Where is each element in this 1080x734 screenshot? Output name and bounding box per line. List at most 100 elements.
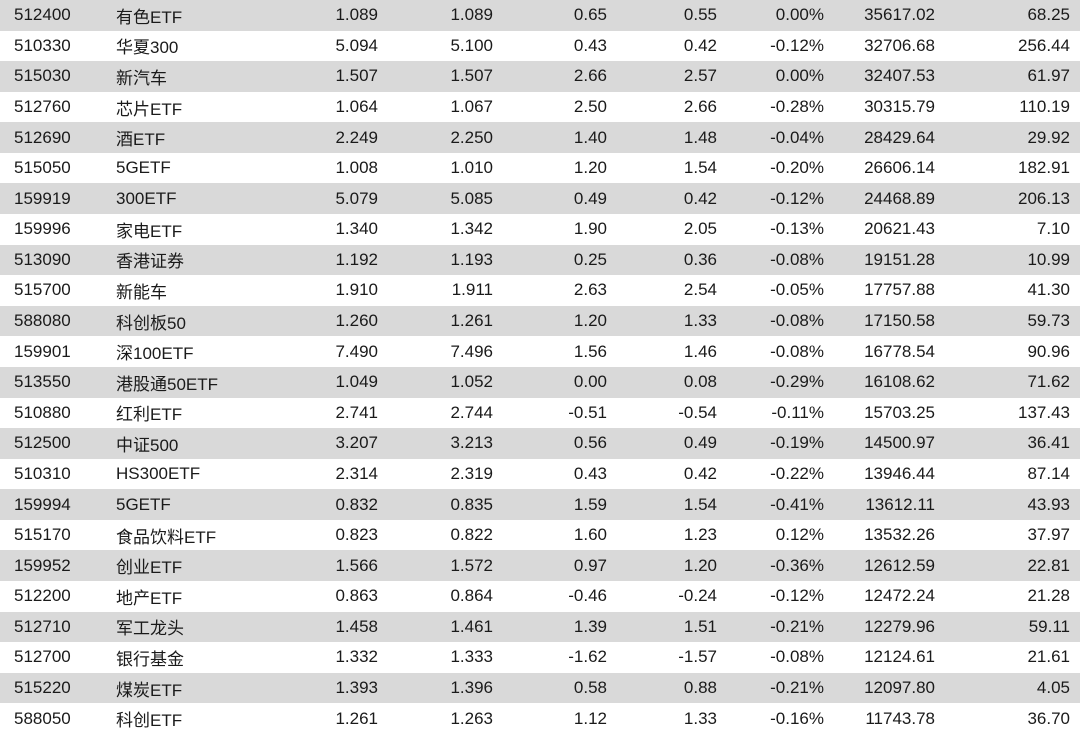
value-last-cell: 41.30 [1027,280,1070,300]
table-row: 512400 有色ETF 1.089 1.089 0.65 0.55 0.00% 35617.… [0,0,1080,31]
value-2-cell: 5.085 [450,188,493,208]
value-4-cell: -1.57 [678,647,717,667]
percent-change-cell: -0.05% [770,280,824,300]
value-4-cell: 1.33 [683,311,717,331]
percent-change-cell: -0.41% [770,494,824,514]
value-2-cell: 3.213 [450,433,493,453]
value-3-cell: 1.60 [573,525,607,545]
percent-change-cell: -0.21% [770,678,824,697]
table-row: 515050 5GETF 1.008 1.010 1.20 1.54 -0.20% 26606… [0,152,1080,184]
fund-name-cell: 食品饮料ETF [116,527,217,547]
value-4-cell: 1.54 [683,158,717,178]
value-2-cell: 1.396 [450,678,493,697]
value-3-cell: 0.56 [573,433,607,453]
value-1-cell: 1.393 [335,678,378,697]
value-2-cell: 1.193 [450,249,493,269]
table-row: 510330 华夏300 5.094 5.100 0.43 0.42 -0.12% 32706… [0,30,1080,62]
value-3-cell: 0.43 [573,35,607,55]
table-row: 515220 煤炭ETF 1.393 1.396 0.58 0.88 -0.21% 12097… [0,672,1080,704]
amount-cell: 15703.25 [864,402,935,422]
value-last-cell: 21.28 [1027,586,1070,606]
amount-cell: 11743.78 [865,708,935,728]
amount-cell: 12124.61 [864,647,935,667]
value-1-cell: 0.863 [335,586,378,606]
fund-code-cell: 513550 [14,372,71,392]
percent-change-cell: -0.12% [770,586,824,606]
fund-name-cell: 科创板50 [116,313,186,333]
percent-change-cell: -0.11% [771,402,824,422]
value-3-cell: -0.51 [568,402,607,422]
fund-name-cell: 煤炭ETF [116,680,183,700]
value-last-cell: 29.92 [1027,127,1070,147]
value-4-cell: 2.57 [683,66,717,86]
value-last-cell: 22.81 [1027,555,1070,575]
value-last-cell: 21.61 [1027,647,1070,667]
value-1-cell: 1.089 [335,5,378,25]
amount-cell: 24468.89 [864,188,935,208]
value-1-cell: 1.260 [335,311,378,331]
amount-cell: 12612.59 [864,555,935,575]
value-3-cell: 1.20 [573,158,607,178]
fund-code-cell: 510330 [14,35,71,55]
table-row: 513090 香港证券 1.192 1.193 0.25 0.36 -0.08% 19151.… [0,244,1080,276]
amount-cell: 16108.62 [864,372,935,392]
amount-cell: 32706.68 [864,35,935,55]
value-4-cell: 2.66 [683,97,717,117]
value-2-cell: 0.835 [450,494,493,514]
table-row: 513550 港股通50ETF 1.049 1.052 0.00 0.08 -0.29% 16… [0,366,1080,398]
value-4-cell: 0.88 [683,678,717,697]
value-3-cell: 0.97 [573,555,607,575]
percent-change-cell: -0.13% [770,219,824,239]
value-2-cell: 5.100 [450,35,493,55]
amount-cell: 26606.14 [864,158,935,178]
value-3-cell: 1.20 [573,311,607,331]
value-2-cell: 1.911 [451,280,493,300]
value-1-cell: 0.832 [335,494,378,514]
value-last-cell: 7.10 [1036,219,1070,239]
value-4-cell: 0.36 [683,249,717,269]
fund-name-cell: 新汽车 [116,68,167,88]
percent-change-cell: -0.19% [770,433,824,453]
amount-cell: 20621.43 [864,219,935,239]
value-1-cell: 1.192 [335,249,378,269]
value-1-cell: 5.079 [335,188,378,208]
value-2-cell: 0.822 [450,525,493,545]
table-row: 515170 食品饮料ETF 0.823 0.822 1.60 1.23 0.12% 1353… [0,519,1080,551]
value-2-cell: 7.496 [450,341,493,361]
fund-name-cell: 芯片ETF [116,99,183,119]
value-3-cell: 1.40 [573,127,607,147]
fund-code-cell: 159996 [14,219,71,239]
value-last-cell: 71.62 [1027,372,1070,392]
value-1-cell: 1.332 [335,647,378,667]
value-2-cell: 2.744 [450,402,493,422]
value-4-cell: 0.49 [683,433,717,453]
value-2-cell: 1.052 [450,372,493,392]
value-1-cell: 1.261 [335,708,378,728]
value-3-cell: 1.39 [573,616,607,636]
amount-cell: 12472.24 [864,586,935,606]
amount-cell: 17757.88 [864,280,935,300]
value-last-cell: 36.70 [1027,708,1070,728]
amount-cell: 12097.80 [864,678,935,697]
value-last-cell: 256.44 [1018,35,1070,55]
fund-code-cell: 512710 [14,616,71,636]
table-row: 159952 创业ETF 1.566 1.572 0.97 1.20 -0.36% 12612… [0,550,1080,581]
value-1-cell: 2.741 [335,402,378,422]
value-last-cell: 90.96 [1027,341,1070,361]
fund-code-cell: 515220 [14,678,71,697]
value-2-cell: 1.010 [450,158,493,178]
value-2-cell: 1.067 [450,97,493,117]
table-row: 159901 深100ETF 7.490 7.496 1.56 1.46 -0.08% 167… [0,336,1080,367]
fund-name-cell: 军工龙头 [116,619,184,639]
fund-code-cell: 513090 [14,249,71,269]
value-1-cell: 1.340 [335,219,378,239]
amount-cell: 30315.79 [864,97,935,117]
percent-change-cell: -0.08% [770,341,824,361]
value-2-cell: 2.250 [450,127,493,147]
fund-name-cell: 地产ETF [116,588,183,608]
value-last-cell: 43.93 [1027,494,1070,514]
value-4-cell: 1.33 [683,708,717,728]
fund-code-cell: 515030 [14,66,71,86]
value-3-cell: 0.49 [573,188,607,208]
